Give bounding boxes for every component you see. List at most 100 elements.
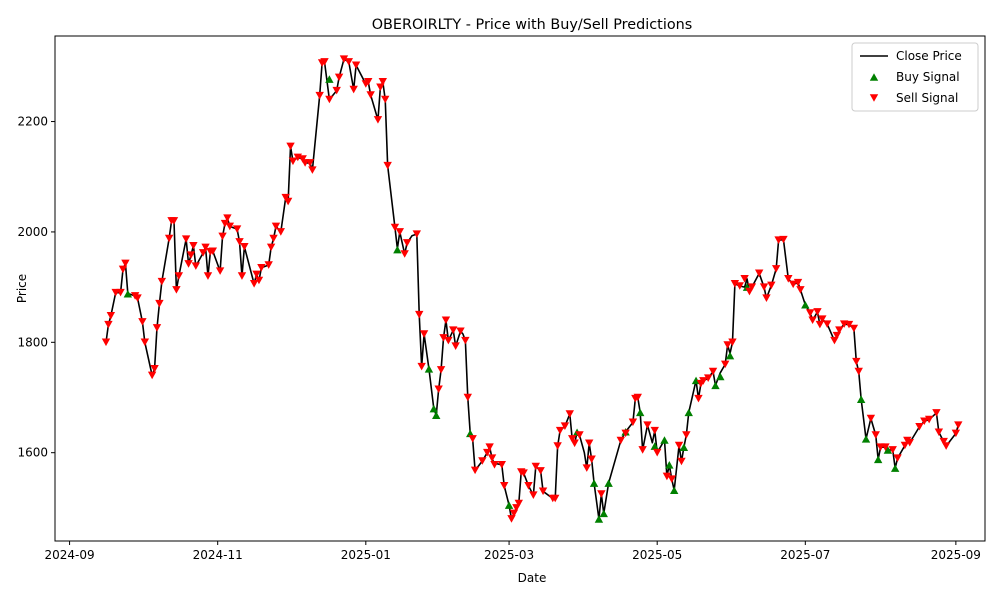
- sell-signal-marker: [538, 487, 548, 496]
- sell-signal-marker: [708, 367, 718, 376]
- sell-signal-marker: [575, 431, 584, 439]
- y-tick-label: 1800: [17, 335, 48, 349]
- sell-signal-marker: [390, 223, 400, 232]
- sell-signal-marker: [133, 294, 142, 302]
- sell-signal-marker: [240, 243, 249, 251]
- sell-signal-marker: [500, 482, 509, 490]
- sell-signal-marker: [140, 338, 150, 347]
- sell-signal-marker: [560, 422, 570, 430]
- sell-signal-marker: [954, 421, 963, 429]
- sell-signal-marker: [439, 334, 448, 342]
- sell-signal-marker: [201, 243, 210, 252]
- sell-signal-marker: [893, 454, 902, 462]
- sell-signal-marker: [582, 464, 591, 472]
- sell-signal-marker: [325, 95, 334, 104]
- sell-signal-marker: [223, 214, 232, 222]
- sell-signal-marker: [487, 454, 497, 462]
- sell-signal-marker: [118, 265, 128, 274]
- sell-signal-marker: [169, 217, 179, 225]
- sell-signal-marker: [478, 457, 487, 465]
- sell-signal-marker: [152, 324, 162, 332]
- legend-entry-label: Buy Signal: [896, 70, 960, 84]
- buy-signal-marker: [665, 461, 674, 469]
- sell-signal-marker: [767, 281, 776, 290]
- sell-signal-marker: [822, 320, 832, 328]
- sell-signal-marker: [585, 439, 594, 448]
- sell-signal-marker: [551, 494, 560, 503]
- sell-signal-marker: [866, 414, 876, 423]
- sell-signal-marker: [682, 431, 691, 439]
- sell-signal-marker: [172, 286, 181, 294]
- sell-signal-marker: [232, 225, 242, 233]
- buy-signal-marker: [429, 404, 438, 413]
- sell-signal-marker: [138, 318, 147, 326]
- sell-signal-marker: [667, 475, 676, 483]
- sell-signal-marker: [633, 393, 642, 402]
- sell-signal-marker: [638, 446, 647, 454]
- x-tick-label: 2024-09: [44, 548, 94, 562]
- sell-signal-marker: [339, 55, 349, 63]
- sell-signal-marker: [271, 222, 281, 231]
- sell-signal-marker: [395, 228, 405, 236]
- buy-signal-marker: [660, 436, 669, 444]
- sell-signal-marker: [373, 116, 383, 124]
- sell-signal-marker: [254, 276, 264, 285]
- sell-signal-marker: [728, 338, 737, 347]
- legend-buy-swatch: [869, 73, 879, 81]
- sell-signal-marker: [434, 385, 443, 394]
- x-tick-label: 2024-11: [193, 548, 243, 562]
- sell-signal-marker: [383, 161, 392, 170]
- sell-signal-marker: [249, 280, 259, 288]
- sell-signal-marker: [412, 230, 422, 238]
- sell-signal-marker: [924, 415, 934, 424]
- sell-signal-marker: [784, 275, 793, 283]
- sell-signal-marker: [257, 264, 266, 272]
- sell-signal-marker: [881, 443, 890, 451]
- sell-signal-marker: [616, 436, 625, 445]
- sell-signal-marker: [514, 499, 523, 508]
- sell-signal-marker: [150, 365, 159, 373]
- sell-signal-marker: [915, 422, 924, 431]
- x-axis-label: Date: [518, 571, 547, 585]
- sell-signal-marker: [662, 472, 672, 481]
- sell-signal-marker: [308, 166, 317, 174]
- sell-signal-marker: [759, 283, 769, 291]
- sell-signal-marker: [116, 288, 125, 297]
- sell-signal-marker: [449, 326, 458, 334]
- sell-signal-marker: [555, 426, 565, 435]
- buy-signal-marker: [711, 381, 720, 390]
- sell-signal-marker: [754, 269, 764, 278]
- buy-signal-marker: [801, 301, 810, 309]
- sell-signal-marker: [779, 235, 788, 244]
- sell-signal-marker: [730, 280, 740, 288]
- sell-signal-marker: [184, 260, 193, 268]
- buy-signal-marker: [650, 442, 659, 450]
- sell-signal-marker: [747, 283, 757, 291]
- sell-signal-marker: [186, 251, 196, 259]
- buy-signal-marker: [594, 515, 604, 523]
- buy-signal-marker: [604, 479, 613, 487]
- sell-signal-marker: [235, 238, 244, 246]
- y-axis-label: Price: [15, 274, 29, 303]
- sell-signal-marker: [364, 78, 373, 86]
- sell-signal-marker: [191, 262, 201, 270]
- sell-signal-marker: [351, 61, 361, 70]
- sell-signal-marker: [677, 457, 686, 466]
- sell-signal-layer: [101, 55, 963, 523]
- sell-signal-marker: [815, 320, 825, 329]
- buy-signal-marker: [635, 408, 645, 417]
- sell-signal-marker: [349, 85, 358, 94]
- y-tick-label: 1600: [17, 446, 48, 460]
- sell-signal-marker: [553, 442, 562, 450]
- sell-signal-marker: [531, 462, 540, 471]
- x-tick-label: 2025-05: [632, 548, 682, 562]
- sell-signal-marker: [934, 428, 944, 437]
- buy-signal-marker: [883, 446, 893, 454]
- y-tick-label: 2000: [17, 225, 48, 239]
- sell-signal-marker: [565, 410, 574, 418]
- buy-signal-marker: [890, 464, 900, 472]
- sell-signal-marker: [849, 324, 859, 333]
- sell-signal-marker: [264, 261, 273, 269]
- sell-signal-marker: [444, 336, 453, 345]
- plot-area: [55, 36, 985, 541]
